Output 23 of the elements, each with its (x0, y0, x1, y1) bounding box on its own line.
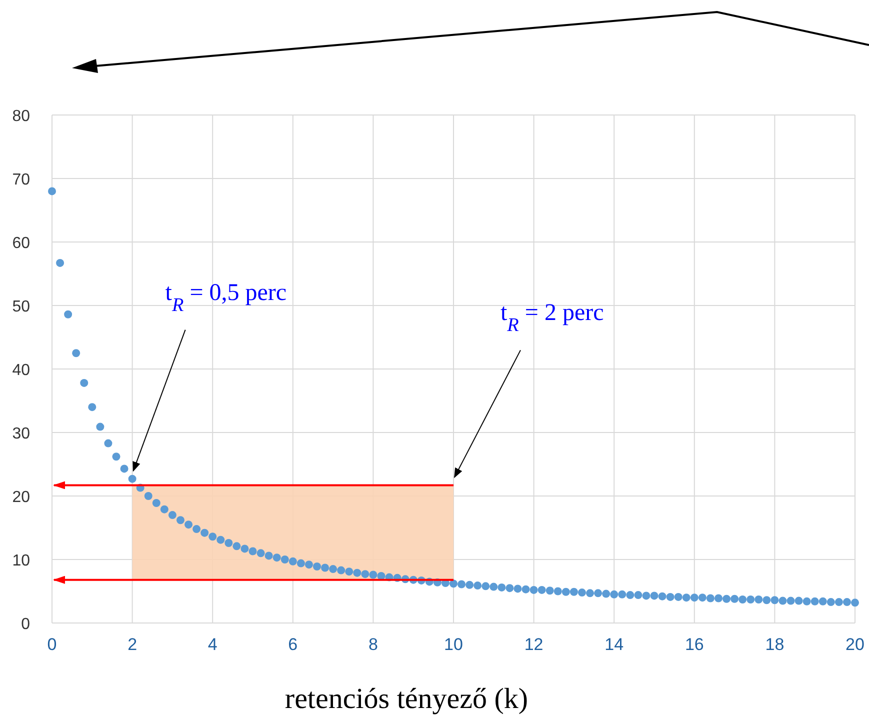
x-tick-label: 12 (524, 635, 544, 654)
y-tick-label: 60 (12, 235, 30, 252)
y-tick-label: 0 (21, 616, 30, 633)
x-tick-label: 0 (47, 635, 57, 654)
y-tick-label: 70 (12, 172, 30, 188)
x-axis-title: retenciós tényező (k) (284, 683, 528, 715)
annotation: t$_{R}$ = 0,5 perc (165, 280, 287, 316)
x-tick-label: 14 (604, 635, 624, 654)
y-tick-label: 10 (12, 552, 30, 570)
x-tick-label: 2 (128, 635, 138, 654)
y-tick-label: 40 (12, 362, 30, 379)
y-tick-label: 80 (12, 108, 30, 125)
y-tick-label: 30 (12, 426, 30, 442)
x-tick-label: 6 (288, 635, 298, 654)
annotation: t$_{R}$ = 2 perc (500, 300, 604, 336)
x-tick-label: 8 (368, 635, 378, 654)
x-tick-label: 4 (208, 635, 218, 654)
x-tick-label: 20 (846, 635, 864, 654)
y-tick-label: 20 (12, 489, 30, 506)
y-tick-label: 50 (12, 298, 30, 316)
x-tick-label: 18 (765, 635, 784, 654)
x-tick-label: 16 (684, 635, 704, 654)
x-tick-label: 10 (444, 635, 463, 654)
